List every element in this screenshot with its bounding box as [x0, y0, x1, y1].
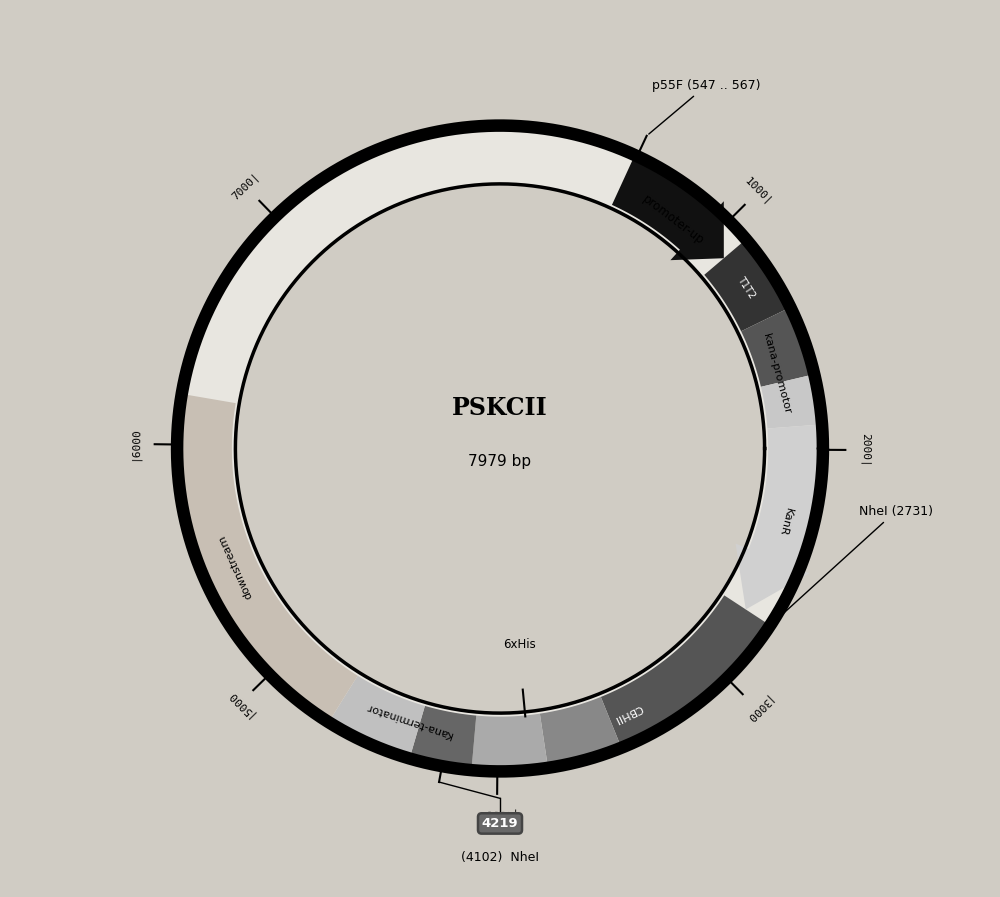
Text: |4000: |4000 [480, 808, 514, 819]
Text: KanR: KanR [777, 507, 793, 537]
Text: p55F (547 .. 567): p55F (547 .. 567) [649, 79, 761, 134]
Text: 7000|: 7000| [230, 171, 261, 202]
Polygon shape [330, 675, 425, 755]
Text: (4102)  NheI: (4102) NheI [461, 851, 539, 864]
Text: NheI (2731): NheI (2731) [772, 505, 933, 623]
Text: kana-promotor: kana-promotor [761, 333, 792, 415]
Text: 2000|: 2000| [860, 433, 870, 467]
Text: PSKCII: PSKCII [452, 396, 548, 420]
Text: 6xHis: 6xHis [503, 639, 536, 651]
Polygon shape [540, 697, 620, 764]
Wedge shape [177, 126, 823, 771]
Text: 1000|: 1000| [743, 175, 774, 206]
Text: 7979 bp: 7979 bp [468, 455, 532, 469]
Polygon shape [472, 714, 547, 768]
Polygon shape [612, 158, 724, 260]
Text: |6000: |6000 [129, 427, 140, 461]
Text: 4219: 4219 [482, 817, 518, 830]
Polygon shape [741, 309, 811, 387]
Text: Kana-terminator: Kana-terminator [364, 701, 454, 740]
Text: |5000: |5000 [224, 688, 255, 719]
Text: |3000: |3000 [741, 692, 772, 724]
Polygon shape [736, 424, 819, 609]
Polygon shape [704, 241, 787, 331]
Polygon shape [181, 395, 358, 719]
Text: T1T2: T1T2 [736, 274, 757, 300]
Polygon shape [761, 375, 819, 429]
Text: CBHII: CBHII [613, 702, 644, 725]
Polygon shape [411, 706, 476, 767]
Text: downstream: downstream [216, 534, 254, 601]
Text: promoter-up: promoter-up [640, 193, 706, 248]
Polygon shape [601, 596, 767, 745]
